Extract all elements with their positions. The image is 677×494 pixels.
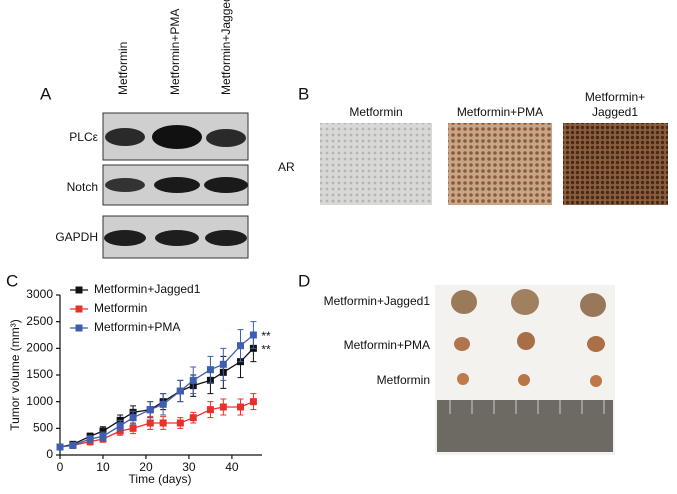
- x-axis-title: Time (days): [129, 472, 192, 486]
- row-label: AR: [278, 160, 295, 174]
- marker: [146, 406, 154, 414]
- marker: [189, 376, 197, 384]
- legend-marker: [75, 305, 83, 313]
- marker: [56, 443, 64, 451]
- y-tick-label: 2500: [26, 314, 53, 328]
- marker: [99, 427, 107, 435]
- panel-label: B: [298, 84, 309, 103]
- row-label: Metformin+Jagged1: [324, 294, 431, 308]
- row-label: Metformin+PMA: [344, 338, 430, 352]
- marker: [86, 435, 94, 443]
- marker: [116, 422, 124, 430]
- marker: [159, 400, 167, 408]
- annotation: **: [261, 343, 271, 357]
- panel-label: A: [40, 84, 52, 103]
- x-tick-label: 30: [182, 460, 196, 474]
- marker: [237, 403, 245, 411]
- legend-marker: [75, 324, 83, 332]
- y-tick-label: 2000: [26, 341, 53, 355]
- marker: [99, 432, 107, 440]
- column-label: Metformin+PMA: [168, 9, 182, 95]
- row-label: PLCε: [69, 130, 98, 144]
- y-tick-label: 500: [33, 421, 53, 435]
- x-tick-label: 0: [57, 460, 64, 474]
- marker: [69, 441, 77, 449]
- row-label: Metformin: [377, 373, 430, 387]
- x-tick-label: 10: [96, 460, 110, 474]
- series-line: [59, 334, 254, 448]
- marker: [176, 419, 184, 427]
- marker: [129, 414, 137, 422]
- marker: [129, 424, 137, 432]
- row-label: GAPDH: [55, 230, 98, 244]
- legend-marker: [75, 286, 83, 294]
- y-tick-label: 1500: [26, 367, 53, 381]
- marker: [159, 419, 167, 427]
- marker: [249, 331, 257, 339]
- marker: [206, 406, 214, 414]
- column-label: Metformin+: [585, 90, 645, 104]
- tumor-photo: [435, 285, 615, 455]
- marker: [189, 414, 197, 422]
- marker: [249, 398, 257, 406]
- marker: [176, 387, 184, 395]
- column-label: Metformin: [349, 105, 402, 119]
- x-tick-label: 40: [225, 460, 239, 474]
- legend-label: Metformin: [94, 301, 147, 315]
- column-label: Metformin: [116, 42, 130, 95]
- marker: [219, 360, 227, 368]
- legend-label: Metformin+Jagged1: [94, 282, 201, 296]
- western-blot: [102, 112, 249, 259]
- y-axis-title: Tumor volume (mm³): [8, 319, 22, 431]
- legend-label: Metformin+PMA: [94, 320, 180, 334]
- column-label: Metformin+PMA: [457, 105, 543, 119]
- y-tick-label: 0: [46, 447, 53, 461]
- column-label: Metformin+Jagged1: [219, 0, 233, 95]
- panel-label: D: [298, 271, 310, 290]
- panel-label: C: [6, 271, 18, 290]
- row-label: Notch: [67, 180, 98, 194]
- annotation: **: [261, 329, 271, 343]
- x-tick-label: 20: [139, 460, 153, 474]
- marker: [237, 342, 245, 350]
- column-label: Jagged1: [592, 105, 638, 119]
- y-tick-label: 1000: [26, 394, 53, 408]
- y-tick-label: 3000: [26, 287, 53, 301]
- marker: [146, 419, 154, 427]
- ihc-images: [320, 123, 668, 205]
- marker: [206, 366, 214, 374]
- marker: [219, 403, 227, 411]
